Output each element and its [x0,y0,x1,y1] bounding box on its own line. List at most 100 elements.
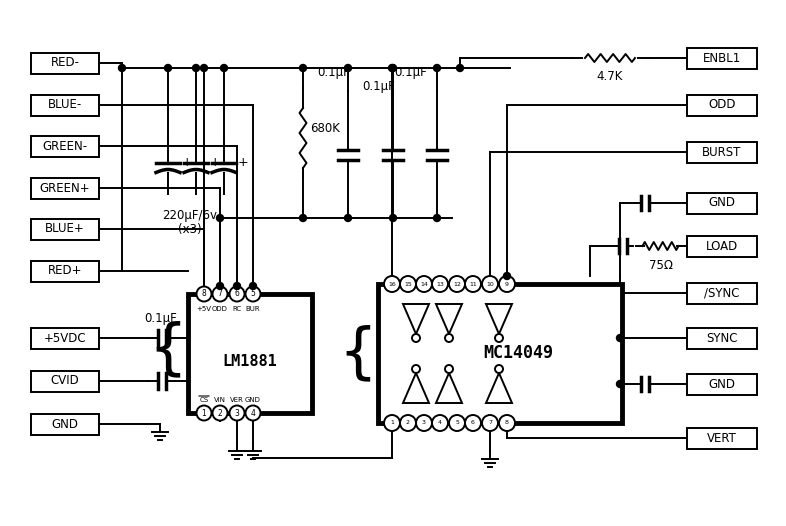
Text: 0.1μF: 0.1μF [145,312,178,325]
Bar [378,284,622,423]
Text: +5VDC: +5VDC [44,331,86,345]
Text: +: + [238,156,248,169]
Circle shape [200,65,208,72]
Circle shape [245,406,260,420]
Text: 5: 5 [455,420,459,426]
Circle shape [299,215,307,221]
Circle shape [245,287,260,301]
Text: 8: 8 [202,289,207,298]
Text: SYNC: SYNC [707,331,738,345]
Text: 5: 5 [251,289,255,298]
Circle shape [465,415,481,431]
Circle shape [445,365,453,373]
Text: /SYNC: /SYNC [704,287,740,299]
FancyBboxPatch shape [31,177,99,198]
Circle shape [499,415,515,431]
FancyBboxPatch shape [31,328,99,349]
FancyBboxPatch shape [687,95,757,116]
Text: {: { [148,320,187,379]
Circle shape [457,65,464,72]
Circle shape [216,282,223,289]
Text: 16: 16 [388,281,396,287]
Text: BLUE-: BLUE- [48,98,82,112]
Circle shape [449,415,465,431]
Text: VERT: VERT [707,431,737,444]
Text: LM1881: LM1881 [222,354,277,369]
Text: GND: GND [52,418,79,430]
Circle shape [384,415,400,431]
Circle shape [434,215,440,221]
Text: VIN: VIN [214,397,226,403]
Text: GND: GND [708,197,736,209]
Circle shape [196,287,211,301]
Bar [188,294,312,413]
Circle shape [416,415,432,431]
Text: 7: 7 [488,420,492,426]
FancyBboxPatch shape [31,260,99,281]
Text: MC14049: MC14049 [483,345,553,362]
FancyBboxPatch shape [31,53,99,74]
Circle shape [504,272,510,279]
Circle shape [344,215,351,221]
Text: {: { [338,324,377,383]
FancyBboxPatch shape [687,236,757,257]
Circle shape [233,282,241,289]
Circle shape [212,406,227,420]
Text: ENBL1: ENBL1 [703,52,741,65]
Text: GND: GND [245,397,261,403]
Text: +: + [182,156,193,169]
Text: 6: 6 [234,289,240,298]
Text: GREEN+: GREEN+ [39,181,90,195]
Text: 14: 14 [420,281,428,287]
Text: 7: 7 [218,289,222,298]
Text: 6: 6 [471,420,475,426]
Circle shape [400,415,416,431]
Text: 11: 11 [469,281,477,287]
Text: (x3): (x3) [178,222,202,236]
Circle shape [119,65,126,72]
Text: 1: 1 [202,409,207,418]
Circle shape [499,276,515,292]
Text: 2: 2 [406,420,410,426]
Text: 220μF/6v: 220μF/6v [163,209,218,222]
Circle shape [216,215,223,221]
Circle shape [434,65,440,72]
Text: BLUE+: BLUE+ [45,222,85,236]
Circle shape [230,406,244,420]
Text: RED-: RED- [50,56,79,69]
Circle shape [412,334,420,342]
Text: BURST: BURST [703,146,742,158]
Circle shape [482,276,498,292]
Text: GND: GND [708,378,736,390]
Text: 0.1μF: 0.1μF [318,66,351,79]
FancyBboxPatch shape [31,218,99,239]
Text: 2: 2 [218,409,222,418]
Circle shape [299,65,307,72]
Circle shape [465,276,481,292]
Text: 4.7K: 4.7K [597,70,623,83]
Circle shape [230,287,244,301]
Text: 75Ω: 75Ω [648,259,673,272]
Circle shape [390,65,396,72]
FancyBboxPatch shape [31,413,99,434]
Circle shape [388,65,395,72]
Circle shape [616,335,623,341]
Text: 10: 10 [486,281,494,287]
Text: +: + [210,156,221,169]
FancyBboxPatch shape [687,141,757,163]
Circle shape [164,65,171,72]
Circle shape [432,415,448,431]
Text: 0.1μF: 0.1μF [395,66,428,79]
Circle shape [482,415,498,431]
Circle shape [495,334,503,342]
Circle shape [432,276,448,292]
Circle shape [445,334,453,342]
Text: BUR: BUR [246,306,260,312]
Text: ODD: ODD [708,98,736,112]
Text: CS: CS [200,397,208,403]
Text: 8: 8 [505,420,509,426]
Text: GREEN-: GREEN- [42,139,87,153]
Circle shape [412,365,420,373]
Circle shape [249,282,256,289]
Text: ODD: ODD [212,306,228,312]
